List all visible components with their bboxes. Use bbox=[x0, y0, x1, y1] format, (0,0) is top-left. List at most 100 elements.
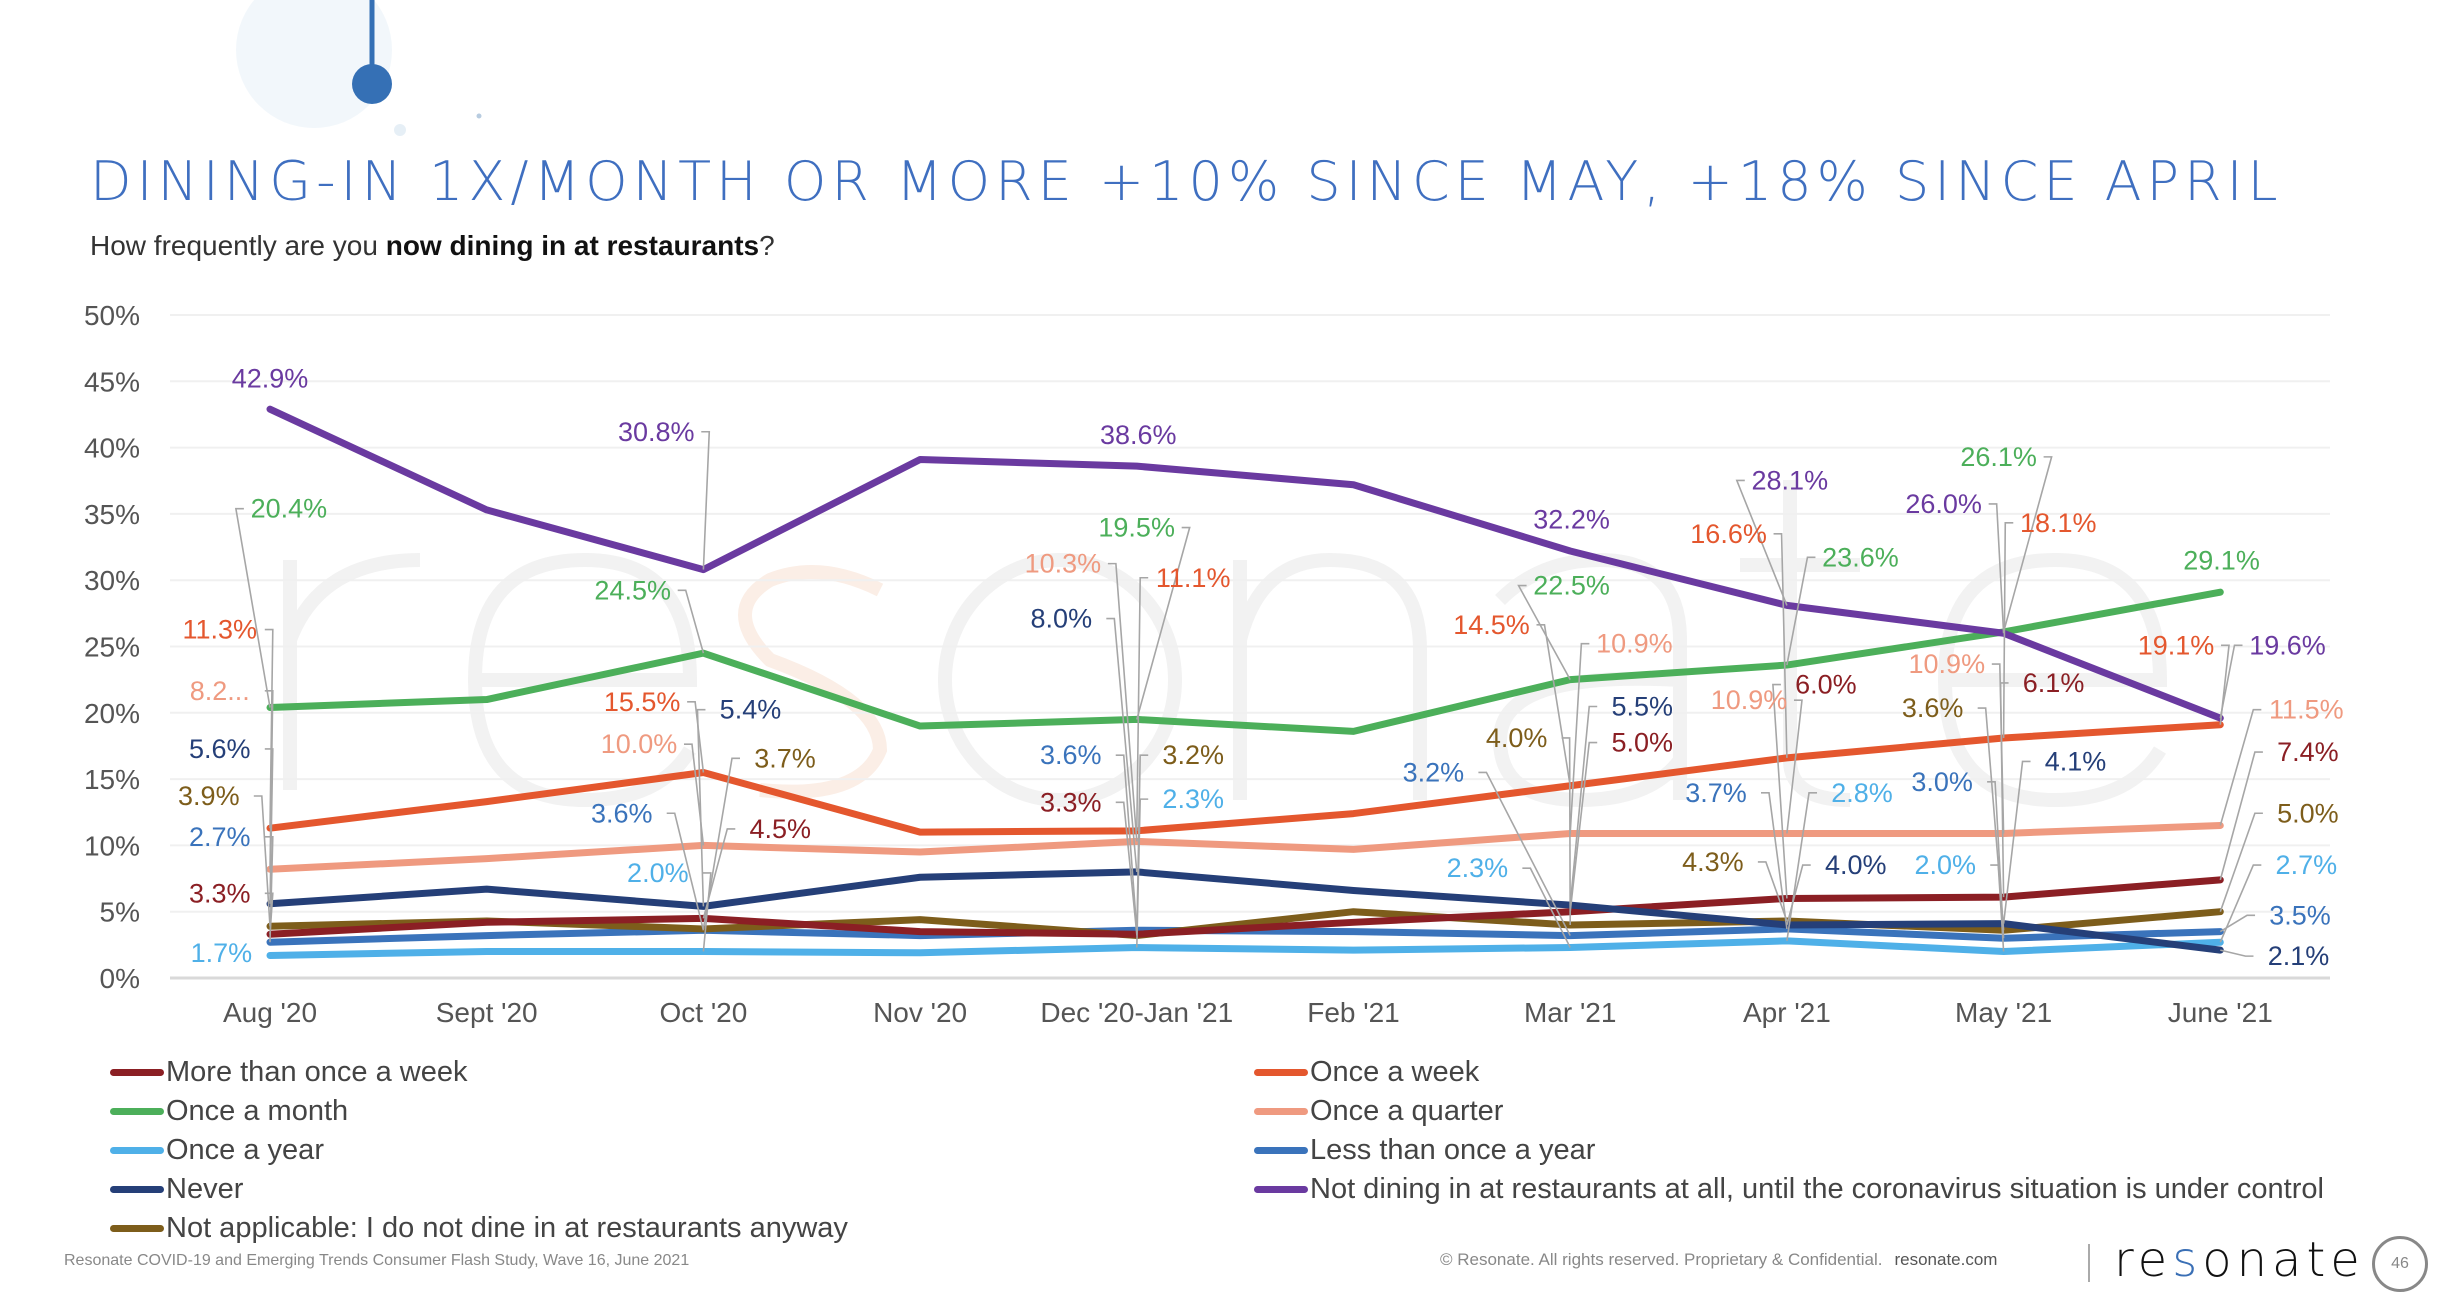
legend-label: Never bbox=[166, 1173, 244, 1205]
leader-line bbox=[687, 700, 705, 773]
legend-swatch bbox=[1254, 1108, 1308, 1115]
legend-swatch bbox=[1254, 1069, 1308, 1076]
data-label: 26.0% bbox=[1905, 489, 1982, 519]
x-axis: Aug '20 Sept '20 Oct '20 Nov '20 Dec '20-Jan… bbox=[223, 997, 2273, 1028]
leader-line bbox=[2002, 522, 2014, 739]
data-label: 3.6% bbox=[591, 798, 653, 828]
subtitle-emphasis: now dining in at restaurants bbox=[385, 230, 760, 261]
legend-item: Not dining in at restaurants at all, unt… bbox=[1254, 1173, 2324, 1206]
leader-line bbox=[701, 430, 711, 570]
y-axis: 0% 5% 10% 15% 20% 25% 30% 35% 40% 45% 50% bbox=[84, 300, 140, 994]
data-label: 26.1% bbox=[1960, 442, 2037, 472]
leader-line bbox=[1569, 642, 1590, 834]
x-tick-label: Sept '20 bbox=[436, 997, 538, 1028]
series-line-0 bbox=[266, 876, 2224, 938]
y-tick-label: 0% bbox=[100, 963, 140, 994]
legend-swatch bbox=[110, 1108, 164, 1115]
leader-line bbox=[1115, 754, 1138, 931]
site-link[interactable]: resonate.com bbox=[1894, 1250, 1998, 1269]
data-label: 3.2% bbox=[1162, 740, 1224, 770]
legend-swatch bbox=[110, 1069, 164, 1076]
copyright: © Resonate. All rights reserved. Proprie… bbox=[1440, 1250, 1997, 1270]
data-label: 2.8% bbox=[1831, 778, 1893, 808]
legend-item: Once a week bbox=[1254, 1056, 1479, 1089]
data-label: 19.6% bbox=[2249, 630, 2326, 660]
data-label: 23.6% bbox=[1822, 542, 1899, 572]
watermark-letter-n bbox=[1233, 552, 1427, 800]
data-label: 3.2% bbox=[1403, 757, 1465, 787]
legend-label: Once a quarter bbox=[1310, 1095, 1504, 1127]
y-tick-label: 25% bbox=[84, 632, 140, 663]
series-line-4 bbox=[266, 937, 2224, 959]
question-subtitle: How frequently are you now dining in at … bbox=[90, 230, 775, 262]
x-tick-label: May '21 bbox=[1955, 997, 2052, 1028]
legend-label: More than once a week bbox=[166, 1056, 468, 1088]
leader-line bbox=[1786, 556, 1816, 666]
data-label: 4.3% bbox=[1682, 847, 1744, 877]
gridlines bbox=[170, 314, 2330, 980]
legend-swatch bbox=[1254, 1147, 1308, 1154]
legend-item: Once a year bbox=[110, 1134, 324, 1167]
watermark-letter-t bbox=[1740, 480, 1860, 807]
decorative-dot bbox=[394, 124, 406, 136]
leader-line bbox=[234, 507, 271, 708]
leader-line bbox=[1988, 503, 2005, 634]
data-label: 8.0% bbox=[1031, 604, 1093, 634]
legend-label: Less than once a year bbox=[1310, 1134, 1596, 1166]
leader-line bbox=[1569, 705, 1598, 906]
data-label: 2.1% bbox=[2268, 941, 2330, 971]
data-label: 10.0% bbox=[601, 729, 678, 759]
leader-line bbox=[1478, 771, 1571, 936]
data-label: 3.6% bbox=[1040, 740, 1102, 770]
leader-line bbox=[1136, 576, 1149, 831]
page-number: 46 bbox=[2372, 1236, 2428, 1292]
leader-line bbox=[1107, 562, 1138, 842]
y-tick-label: 50% bbox=[84, 300, 140, 331]
y-tick-label: 30% bbox=[84, 565, 140, 596]
leader-line bbox=[1106, 617, 1138, 872]
data-label: 42.9% bbox=[232, 363, 309, 393]
data-label: 8.2... bbox=[190, 676, 250, 706]
data-label: 28.1% bbox=[1752, 465, 1829, 495]
copyright-text: © Resonate. All rights reserved. Proprie… bbox=[1440, 1250, 1883, 1269]
x-tick-label: Mar '21 bbox=[1524, 997, 1617, 1028]
y-tick-label: 35% bbox=[84, 499, 140, 530]
leader-line bbox=[1522, 867, 1571, 948]
data-label: 10.9% bbox=[1909, 649, 1986, 679]
leader-line bbox=[666, 812, 705, 931]
leader-line bbox=[1115, 801, 1138, 935]
series-line-7 bbox=[266, 405, 2224, 722]
data-label: 10.3% bbox=[1025, 549, 1102, 579]
legend-item: Once a month bbox=[110, 1095, 348, 1128]
x-tick-label: Aug '20 bbox=[223, 997, 317, 1028]
watermark-letter-s bbox=[738, 565, 888, 799]
series-line-2 bbox=[266, 588, 2224, 735]
decorative-pendulum-dot bbox=[352, 64, 392, 104]
data-label: 29.1% bbox=[2183, 545, 2260, 575]
leader-line bbox=[1757, 861, 1788, 922]
legend-item: Less than once a year bbox=[1254, 1134, 1595, 1167]
leader-line bbox=[1136, 754, 1149, 936]
leader-line bbox=[1561, 737, 1571, 925]
x-tick-label: Oct '20 bbox=[659, 997, 747, 1028]
leader-line bbox=[2220, 949, 2254, 957]
leader-line bbox=[2219, 864, 2262, 943]
legend-item: Once a quarter bbox=[1254, 1095, 1503, 1128]
data-label: 38.6% bbox=[1100, 420, 1177, 450]
logo-text: onate bbox=[2202, 1232, 2365, 1288]
data-label: 15.5% bbox=[604, 687, 681, 717]
leader-line bbox=[1786, 864, 1811, 926]
logo-text: re bbox=[2114, 1232, 2173, 1288]
series-line-6 bbox=[266, 868, 2224, 954]
y-tick-label: 40% bbox=[84, 433, 140, 464]
data-label: 5.0% bbox=[2277, 798, 2339, 828]
data-label: 5.6% bbox=[189, 734, 251, 764]
leader-line bbox=[1517, 584, 1571, 681]
leader-lines bbox=[234, 430, 2263, 957]
data-label: 22.5% bbox=[1533, 571, 1610, 601]
data-label: 3.6% bbox=[1902, 693, 1964, 723]
leader-line bbox=[2219, 644, 2243, 719]
data-label: 7.4% bbox=[2277, 737, 2339, 767]
series-line-3 bbox=[266, 822, 2224, 873]
